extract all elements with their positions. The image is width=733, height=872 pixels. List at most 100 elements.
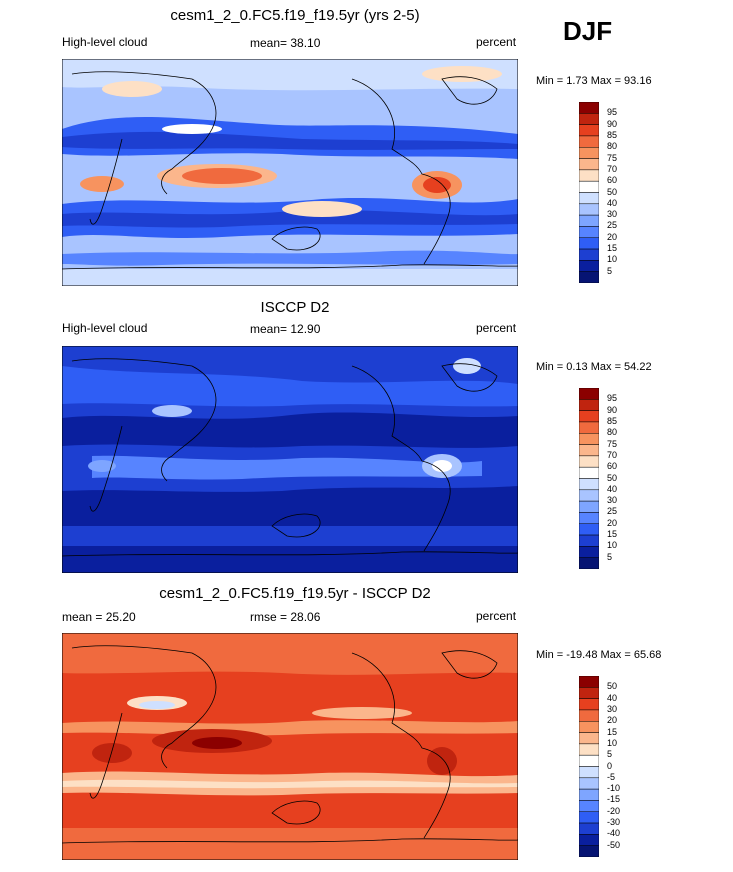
colorbar-swatch [578,687,600,699]
colorbar-swatch [578,260,600,272]
colorbar-swatch [578,546,600,558]
colorbar-swatch [578,101,600,114]
panel3-units-label: percent [476,609,517,623]
panel2-colorbar-swatches [578,387,600,570]
colorbar-swatch [578,147,600,159]
colorbar-swatch [578,489,600,502]
colorbar-tick-label: 15 [607,726,618,737]
colorbar-tick-label: 25 [607,220,618,231]
colorbar-tick-label: 75 [607,152,618,163]
colorbar-swatch [578,512,600,524]
panel1-colorbar [578,101,600,288]
colorbar-tick-label: 20 [607,715,618,726]
colorbar-tick-label: -15 [607,794,621,805]
panel2-units-label: percent [476,321,517,335]
colorbar-swatch [578,124,600,137]
colorbar-swatch [578,433,600,445]
colorbar-swatch [578,410,600,423]
colorbar-swatch [578,399,600,411]
colorbar-tick-label: -50 [607,839,621,850]
colorbar-swatch [578,811,600,824]
colorbar-swatch [578,169,600,182]
colorbar-tick-label: 70 [607,449,618,460]
colorbar-tick-label: 10 [607,737,618,748]
colorbar-tick-label: 50 [607,472,618,483]
colorbar-swatch [578,478,600,491]
colorbar-tick-label: 20 [607,231,618,242]
colorbar-tick-label: -10 [607,783,621,794]
panel3-colorbar [578,675,600,862]
colorbar-swatch [578,845,600,858]
colorbar-swatch [578,203,600,216]
colorbar-tick-label: -20 [607,805,621,816]
colorbar-swatch [578,800,600,812]
panel1-colorbar-swatches [578,101,600,284]
colorbar-tick-label: 60 [607,175,618,186]
colorbar-swatch [578,237,600,250]
colorbar-swatch [578,743,600,756]
colorbar-swatch [578,158,600,171]
colorbar-tick-label: 75 [607,438,618,449]
colorbar-swatch [578,698,600,711]
colorbar-swatch [578,226,600,238]
panel1-map [62,59,518,286]
colorbar-swatch [578,113,600,125]
colorbar-swatch [578,754,600,767]
colorbar-tick-label: 5 [607,551,613,562]
panel2-map [62,346,518,573]
colorbar-tick-label: 0 [607,760,613,771]
colorbar-swatch [578,248,600,261]
colorbar-tick-label: 50 [607,681,618,692]
colorbar-tick-label: 85 [607,415,618,426]
colorbar-tick-label: 80 [607,427,618,438]
panel2-colorbar [578,387,600,574]
colorbar-swatch [578,777,600,790]
colorbar-tick-label: 30 [607,495,618,506]
colorbar-tick-label: 5 [607,265,613,276]
colorbar-tick-label: 30 [607,209,618,220]
colorbar-tick-label: 20 [607,517,618,528]
colorbar-tick-label: 95 [607,107,618,118]
colorbar-swatch [578,721,600,733]
colorbar-tick-label: 95 [607,393,618,404]
panel1-minmax: Min = 1.73 Max = 93.16 [536,75,652,87]
panel1-variable-label: High-level cloud [62,35,148,49]
colorbar-swatch [578,271,600,284]
colorbar-swatch [578,180,600,193]
panel1-mean-label: mean= 38.10 [250,36,321,50]
colorbar-tick-label: 85 [607,129,618,140]
colorbar-swatch [578,709,600,722]
panel3-colorbar-swatches [578,675,600,858]
colorbar-tick-label: -40 [607,828,621,839]
colorbar-swatch [578,444,600,457]
colorbar-tick-label: 15 [607,243,618,254]
colorbar-swatch [578,834,600,846]
colorbar-swatch [578,523,600,536]
colorbar-tick-label: 10 [607,540,618,551]
colorbar-tick-label: -30 [607,817,621,828]
colorbar-swatch [578,192,600,205]
season-label: DJF [563,16,613,46]
colorbar-tick-label: 70 [607,163,618,174]
colorbar-tick-label: 40 [607,197,618,208]
panel1-title: cesm1_2_0.FC5.f19_f19.5yr (yrs 2-5) [170,7,420,24]
colorbar-swatch [578,214,600,227]
panel1-units-label: percent [476,35,517,49]
panel2-mean-label: mean= 12.90 [250,322,321,336]
panel3-minmax: Min = -19.48 Max = 65.68 [536,649,662,661]
colorbar-swatch [578,766,600,779]
colorbar-tick-label: 50 [607,186,618,197]
colorbar-tick-label: 30 [607,703,618,714]
colorbar-tick-label: 60 [607,461,618,472]
panel2-title: ISCCP D2 [260,299,330,316]
colorbar-tick-label: 15 [607,529,618,540]
colorbar-tick-label: 10 [607,254,618,265]
colorbar-tick-label: 25 [607,506,618,517]
panel3-rmse-label: rmse = 28.06 [250,610,321,624]
colorbar-swatch [578,822,600,835]
colorbar-swatch [578,455,600,468]
colorbar-swatch [578,788,600,801]
colorbar-tick-label: 5 [607,749,613,760]
panel3-title: cesm1_2_0.FC5.f19_f19.5yr - ISCCP D2 [159,585,431,602]
colorbar-swatch [578,135,600,148]
